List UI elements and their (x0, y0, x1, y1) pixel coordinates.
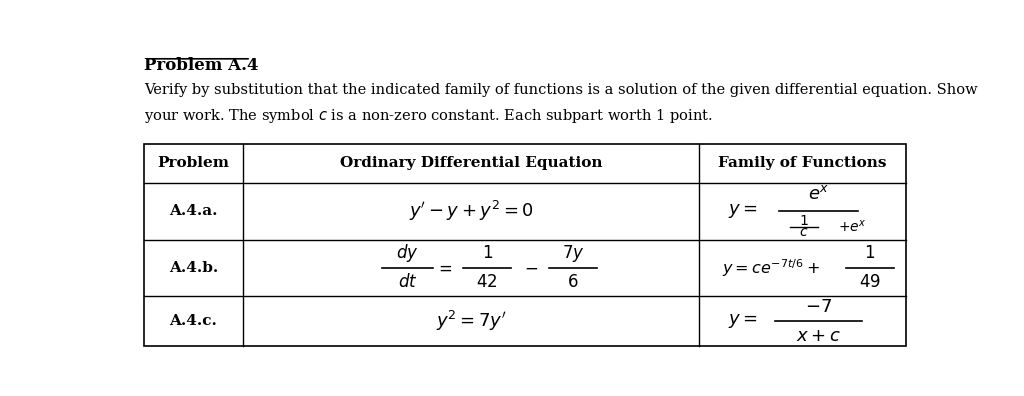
Text: $=$: $=$ (435, 259, 453, 277)
Text: $42$: $42$ (476, 274, 498, 291)
Text: $1$: $1$ (800, 214, 809, 228)
Text: A.4.b.: A.4.b. (169, 261, 218, 275)
Text: $+ e^x$: $+ e^x$ (839, 219, 867, 235)
Text: Family of Functions: Family of Functions (718, 156, 887, 170)
Bar (143, 144, 906, 346)
Text: Problem: Problem (158, 156, 229, 170)
Text: $1$: $1$ (864, 244, 876, 262)
Text: $dy$: $dy$ (396, 242, 419, 264)
Text: your work. The symbol $c$ is a non-zero constant. Each subpart worth 1 point.: your work. The symbol $c$ is a non-zero … (143, 107, 713, 125)
Text: $x + c$: $x + c$ (796, 327, 841, 345)
Text: $49$: $49$ (859, 274, 881, 291)
Text: $6$: $6$ (567, 274, 579, 291)
Text: Problem A.4: Problem A.4 (143, 57, 258, 74)
Text: $dt$: $dt$ (398, 274, 418, 291)
Text: $e^x$: $e^x$ (808, 185, 829, 203)
Text: $c$: $c$ (800, 225, 809, 239)
Text: $-7$: $-7$ (805, 297, 831, 316)
Text: $-$: $-$ (523, 259, 538, 277)
Text: A.4.c.: A.4.c. (170, 314, 217, 328)
Text: Ordinary Differential Equation: Ordinary Differential Equation (340, 156, 602, 170)
Text: $y' - y + y^2 = 0$: $y' - y + y^2 = 0$ (409, 199, 534, 223)
Text: $y =$: $y =$ (728, 202, 758, 221)
Text: A.4.a.: A.4.a. (169, 204, 218, 219)
Text: $1$: $1$ (481, 244, 493, 262)
Text: $7y$: $7y$ (561, 243, 584, 264)
Text: Verify by substitution that the indicated family of functions is a solution of t: Verify by substitution that the indicate… (143, 83, 978, 97)
Text: $y = ce^{-7t/6} +$: $y = ce^{-7t/6} +$ (722, 257, 820, 279)
Text: $y =$: $y =$ (728, 312, 758, 330)
Text: $y^2 = 7y'$: $y^2 = 7y'$ (436, 309, 507, 333)
